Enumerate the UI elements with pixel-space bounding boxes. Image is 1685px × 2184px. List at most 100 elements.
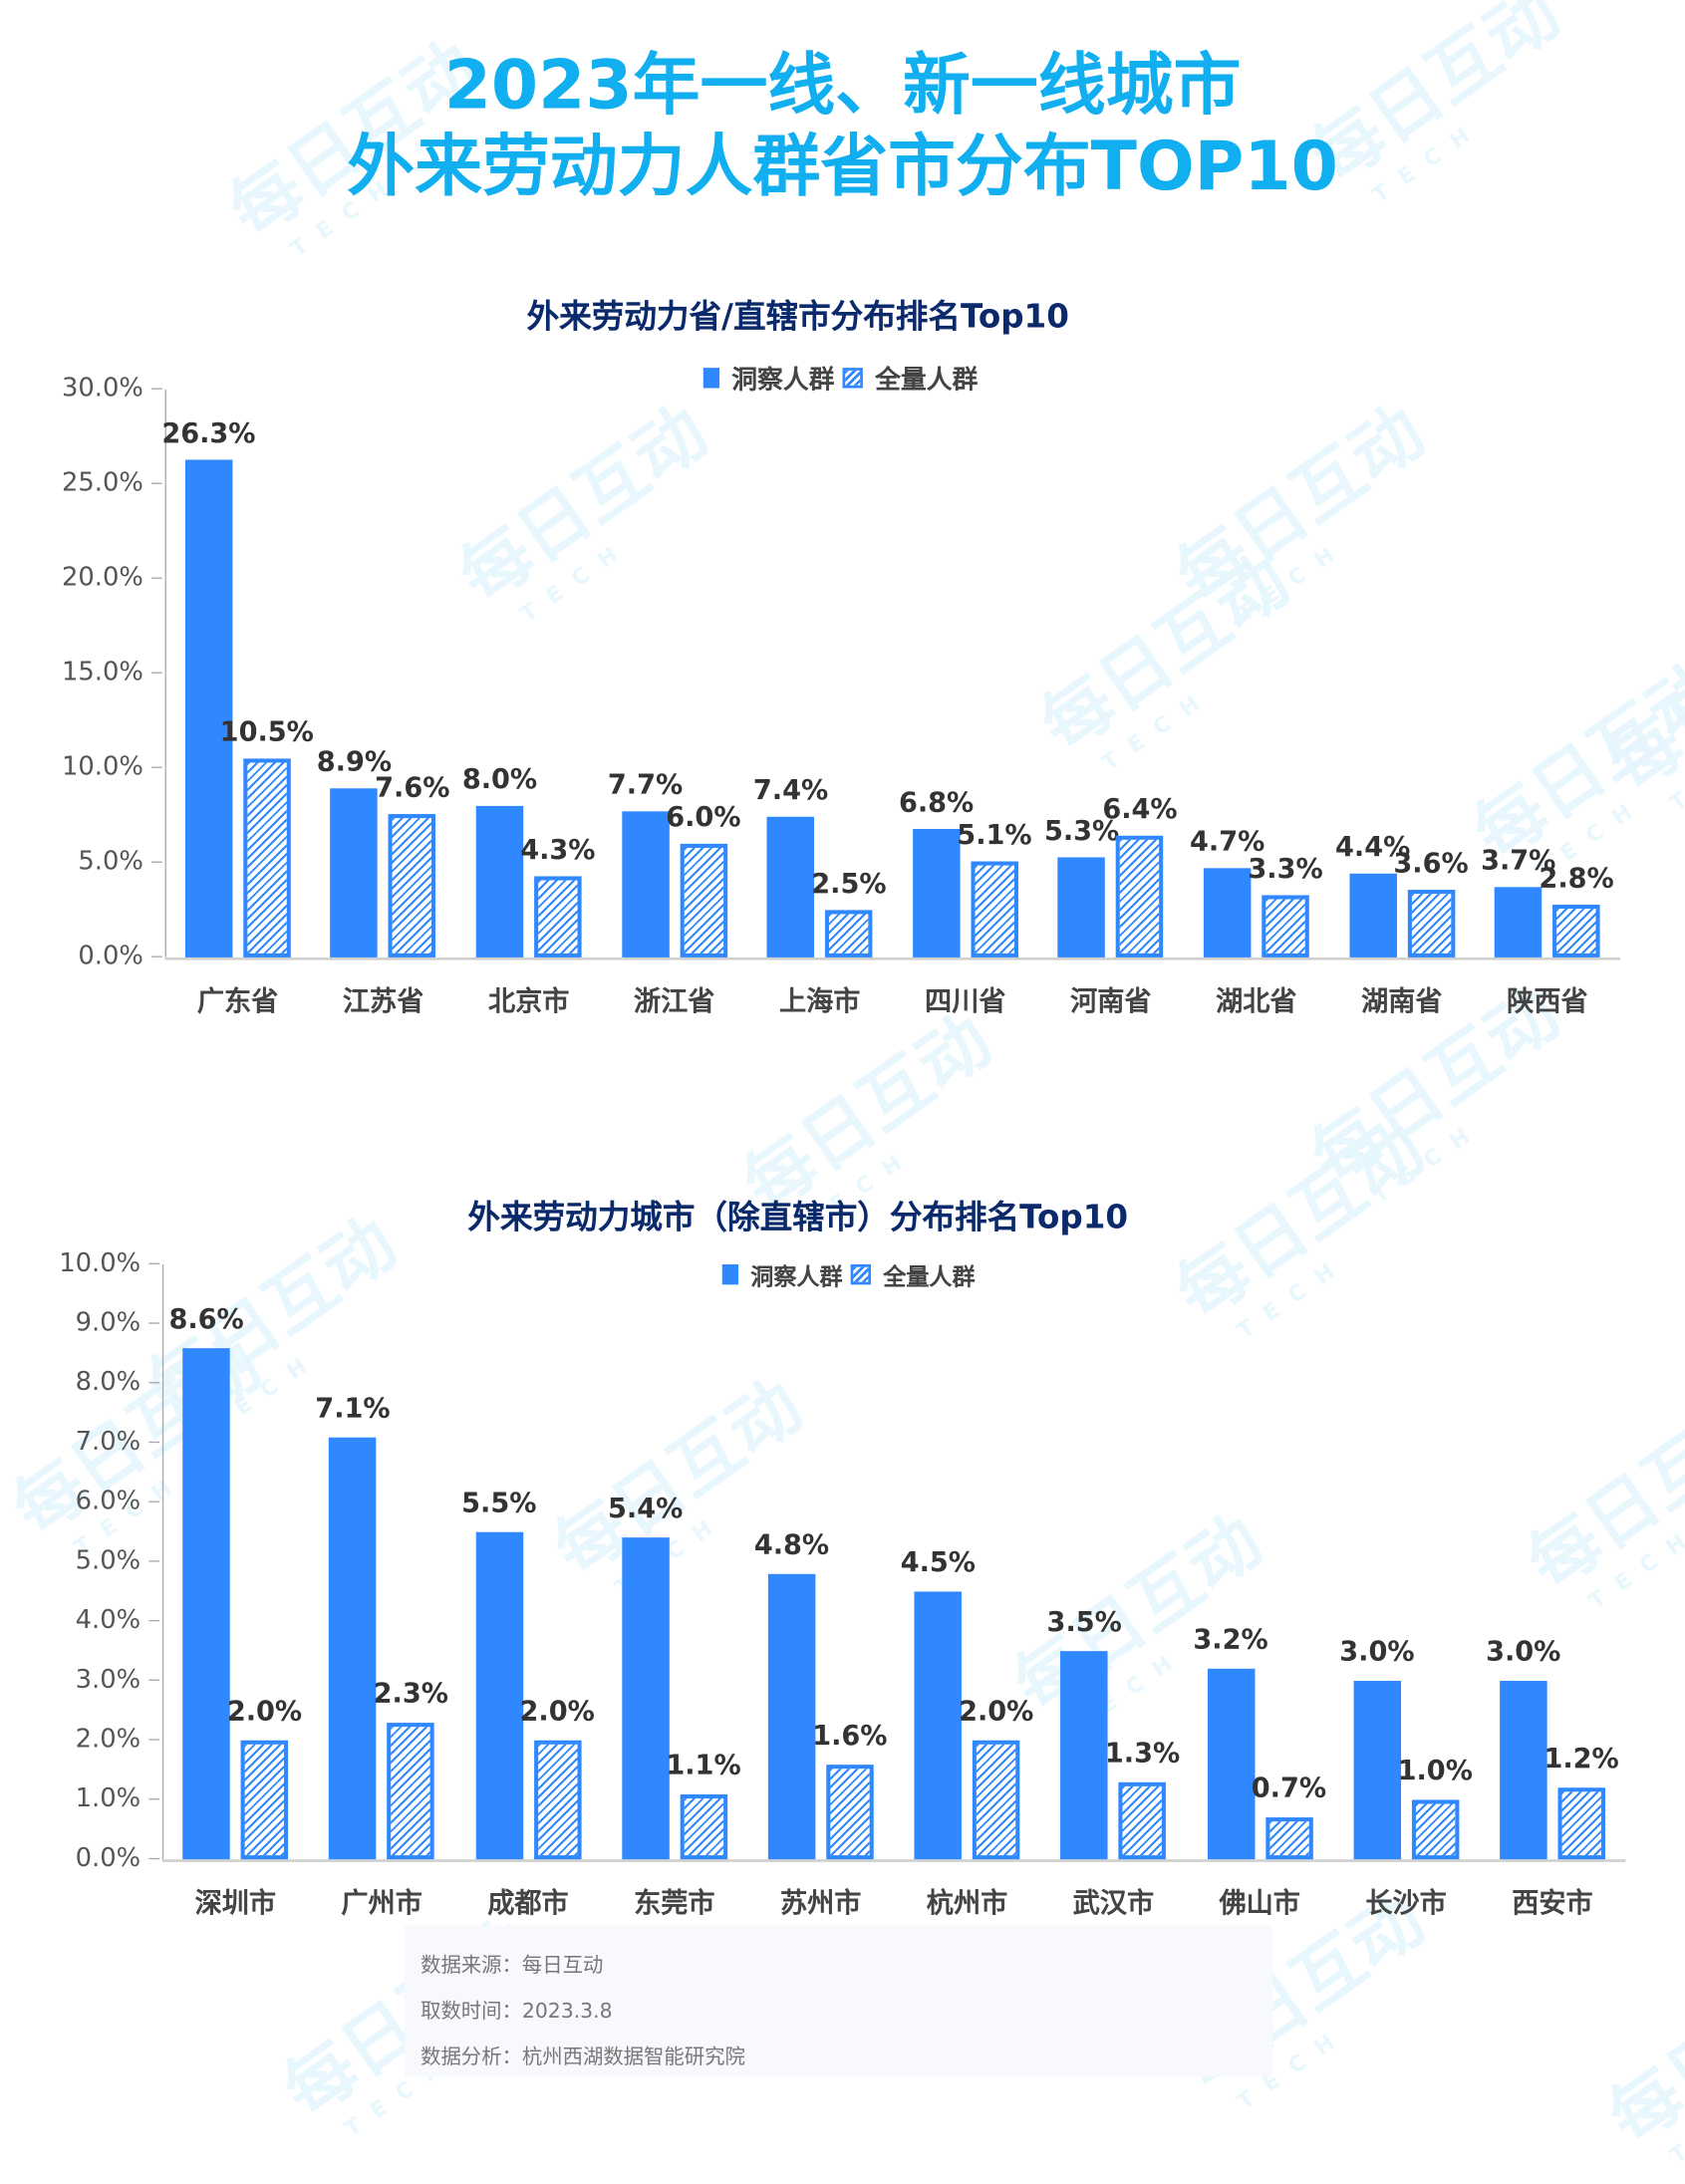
x-category-label: 成都市 [487, 1886, 569, 1919]
bar-total [1262, 895, 1309, 957]
x-category-label: 北京市 [487, 984, 570, 1017]
value-label: 4.8% [753, 1527, 830, 1560]
value-label: 8.9% [316, 745, 393, 778]
bar-total [680, 843, 727, 957]
footer-notes: 数据来源：每日互动 取数时间：2023.3.8 数据分析：杭州西湖数据智能研究院 [404, 1925, 1273, 2077]
x-category-label: 湖南省 [1361, 984, 1443, 1017]
bar-total [533, 1740, 581, 1860]
bar-insight [1353, 1680, 1401, 1860]
bar-total [826, 1764, 874, 1860]
x-category-label: 广州市 [341, 1886, 422, 1919]
chart1-legend: 洞察人群 全量人群 [702, 360, 979, 397]
x-category-label: 广东省 [196, 984, 279, 1017]
main-title-line1: 2023年一线、新一线城市 [443, 46, 1242, 125]
chart2-title: 外来劳动力城市（除直辖市）分布排名Top10 [467, 1198, 1129, 1236]
y-tick-label: 2.0% [46, 1724, 160, 1754]
value-label: 2.8% [1539, 861, 1614, 894]
value-label: 5.1% [957, 817, 1032, 851]
value-label: 7.1% [315, 1391, 391, 1424]
bar-insight [475, 805, 524, 957]
value-label: 2.0% [519, 1694, 595, 1728]
bar-total [1118, 1781, 1167, 1860]
bar-insight [1348, 874, 1397, 957]
bar-insight [1057, 857, 1106, 957]
bar-total [389, 813, 436, 957]
value-label: 2.0% [226, 1694, 303, 1728]
y-tick-label: 5.0% [49, 847, 162, 876]
bar-insight [621, 811, 670, 957]
x-category-label: 佛山市 [1219, 1886, 1300, 1919]
chart2-plot: 0.0% 1.0% 2.0% 3.0% 4.0% 5.0% 6.0% 7.0% 8.0% 9.0%… [59, 1248, 1626, 1919]
value-label: 1.1% [666, 1748, 741, 1780]
value-label: 4.5% [900, 1545, 976, 1578]
bar-total [1264, 1817, 1313, 1860]
value-label: 7.6% [375, 770, 450, 803]
value-label: 1.2% [1544, 1742, 1619, 1774]
bar-total [971, 860, 1018, 957]
bar-insight [330, 788, 379, 957]
y-tick-label: 5.0% [46, 1545, 160, 1575]
legend-hatched-swatch [842, 368, 863, 389]
legend-label: 洞察人群 [731, 365, 835, 396]
bar-total [972, 1740, 1020, 1860]
value-label: 26.3% [161, 415, 256, 449]
bar-insight [1060, 1651, 1108, 1860]
x-axis-line [161, 1859, 1626, 1862]
value-label: 3.5% [1046, 1604, 1122, 1638]
value-label: 1.0% [1397, 1754, 1473, 1786]
value-label: 10.5% [219, 714, 314, 748]
bar-total [1411, 1799, 1459, 1860]
main-title-line2: 外来劳动力人群省市分布TOP10 [347, 127, 1338, 206]
value-label: 3.0% [1486, 1634, 1561, 1668]
y-tick-label: 7.0% [46, 1427, 160, 1457]
value-label: 7.4% [752, 773, 829, 807]
y-tick-label: 8.0% [46, 1367, 160, 1397]
value-label: 2.0% [959, 1694, 1034, 1728]
x-category-label: 苏州市 [779, 1886, 862, 1919]
legend-label: 全量人群 [875, 365, 979, 396]
bar-insight [914, 1591, 963, 1860]
x-category-label: 长沙市 [1365, 1886, 1447, 1919]
value-label: 1.3% [1104, 1736, 1181, 1769]
value-label: 6.8% [898, 785, 975, 818]
x-axis-line [164, 956, 1620, 960]
y-axis-line [161, 1263, 164, 1860]
bar-total [1116, 836, 1164, 957]
bar-total [680, 1793, 727, 1860]
y-tick-label: 4.0% [46, 1605, 160, 1635]
watermark-tech: TECH [1367, 1113, 1488, 1209]
bar-insight [621, 1537, 670, 1860]
value-label: 3.3% [1248, 851, 1323, 885]
bar-insight [1207, 1669, 1255, 1860]
y-tick-label: 10.0% [46, 1248, 160, 1278]
bar-total [825, 910, 873, 957]
x-category-label: 武汉市 [1072, 1886, 1155, 1919]
bar-total [1552, 904, 1600, 957]
bar-total [534, 876, 582, 957]
value-label: 3.7% [1481, 844, 1556, 877]
x-category-label: 东莞市 [634, 1886, 715, 1919]
footer-source: 数据来源：每日互动 [421, 1952, 604, 1978]
footer-analysis: 数据分析：杭州西湖数据智能研究院 [421, 2045, 745, 2069]
value-label: 2.3% [373, 1676, 448, 1710]
x-category-label: 浙江省 [633, 984, 715, 1017]
value-label: 2.5% [811, 866, 887, 900]
y-tick-label: 0.0% [49, 942, 162, 970]
bar-insight [329, 1437, 377, 1860]
value-label: 1.6% [812, 1718, 888, 1752]
value-label: 8.6% [168, 1301, 244, 1335]
x-category-label: 深圳市 [194, 1886, 276, 1919]
bar-insight [182, 1347, 230, 1860]
bar-insight [912, 828, 961, 957]
value-label: 7.7% [607, 768, 684, 801]
legend-solid-swatch [721, 1263, 739, 1285]
y-tick-label: 25.0% [49, 468, 162, 497]
x-category-label: 江苏省 [342, 984, 424, 1017]
y-tick-label: 0.0% [46, 1843, 160, 1873]
bar-total [240, 1740, 289, 1860]
value-label: 3.2% [1193, 1622, 1268, 1656]
y-tick-label: 3.0% [46, 1665, 160, 1695]
x-category-label: 上海市 [779, 984, 861, 1017]
